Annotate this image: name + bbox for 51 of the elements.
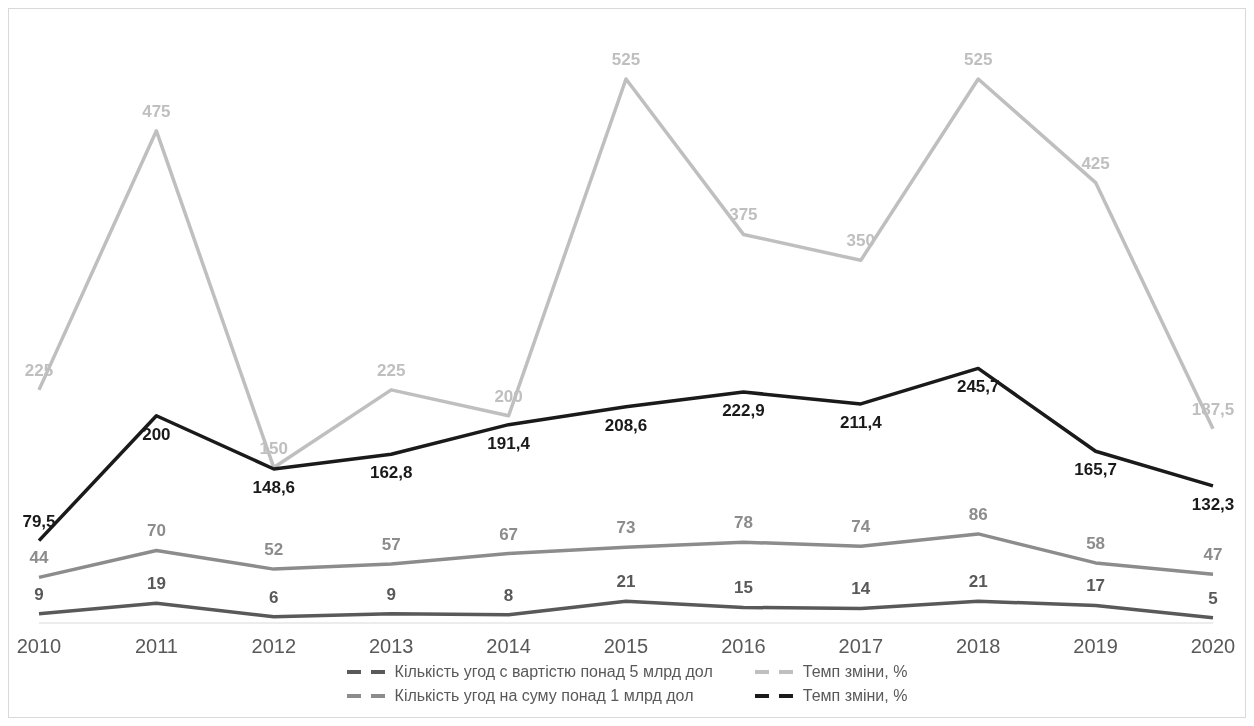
data-label: 425 bbox=[1081, 153, 1110, 173]
data-label: 208,6 bbox=[604, 415, 648, 435]
data-label: 475 bbox=[142, 101, 171, 121]
data-label: 19 bbox=[146, 574, 166, 594]
data-label: 222,9 bbox=[722, 401, 765, 421]
data-label: 525 bbox=[611, 50, 641, 69]
x-tick-label: 2018 bbox=[955, 635, 1001, 658]
data-label: 5 bbox=[1208, 588, 1218, 608]
x-tick-label: 2011 bbox=[134, 635, 178, 658]
data-label: 58 bbox=[1086, 533, 1106, 553]
data-label: 52 bbox=[264, 540, 284, 560]
x-tick-label: 2015 bbox=[603, 635, 649, 658]
data-label: 14 bbox=[851, 579, 871, 599]
data-label: 162,8 bbox=[369, 463, 413, 483]
data-label: 8 bbox=[503, 585, 514, 605]
legend-label: Темп зміни, % bbox=[802, 663, 908, 681]
x-tick-label: 2020 bbox=[1190, 635, 1236, 658]
data-label: 74 bbox=[851, 517, 871, 537]
legend-label: Кількість угод с вартістю понад 5 млрд дол bbox=[394, 663, 713, 681]
data-label: 78 bbox=[733, 513, 753, 533]
data-label: 132,3 bbox=[1191, 494, 1235, 514]
x-tick-label: 2012 bbox=[251, 635, 297, 658]
data-label: 9 bbox=[386, 584, 396, 604]
data-label: 525 bbox=[964, 50, 993, 69]
data-label: 57 bbox=[381, 534, 401, 554]
data-label: 225 bbox=[377, 360, 406, 380]
data-label: 17 bbox=[1086, 576, 1106, 596]
data-label: 47 bbox=[1203, 545, 1223, 565]
data-label: 6 bbox=[269, 587, 279, 607]
data-label: 9 bbox=[34, 584, 44, 604]
data-label: 44 bbox=[29, 548, 49, 568]
data-label: 211,4 bbox=[840, 412, 883, 432]
data-label: 148,6 bbox=[252, 478, 296, 498]
data-label: 200 bbox=[142, 424, 171, 444]
data-label: 70 bbox=[146, 521, 166, 541]
data-label: 86 bbox=[968, 504, 988, 524]
data-label: 21 bbox=[616, 572, 636, 592]
x-tick-label: 2010 bbox=[16, 635, 62, 658]
legend-label: Темп зміни, % bbox=[802, 687, 908, 705]
x-tick-label: 2019 bbox=[1073, 635, 1118, 658]
data-label: 67 bbox=[499, 524, 519, 544]
x-tick-label: 2014 bbox=[486, 635, 531, 658]
data-label: 15 bbox=[733, 578, 753, 598]
data-label: 73 bbox=[616, 518, 636, 538]
x-tick-label: 2017 bbox=[838, 635, 884, 658]
data-label: 165,7 bbox=[1074, 460, 1117, 480]
x-tick-label: 2013 bbox=[368, 635, 414, 658]
x-tick-label: 2016 bbox=[721, 635, 766, 658]
data-label: 191,4 bbox=[487, 433, 531, 453]
data-label: 21 bbox=[968, 572, 988, 592]
legend-label: Кількість угод на суму понад 1 млрд дол bbox=[394, 687, 694, 705]
